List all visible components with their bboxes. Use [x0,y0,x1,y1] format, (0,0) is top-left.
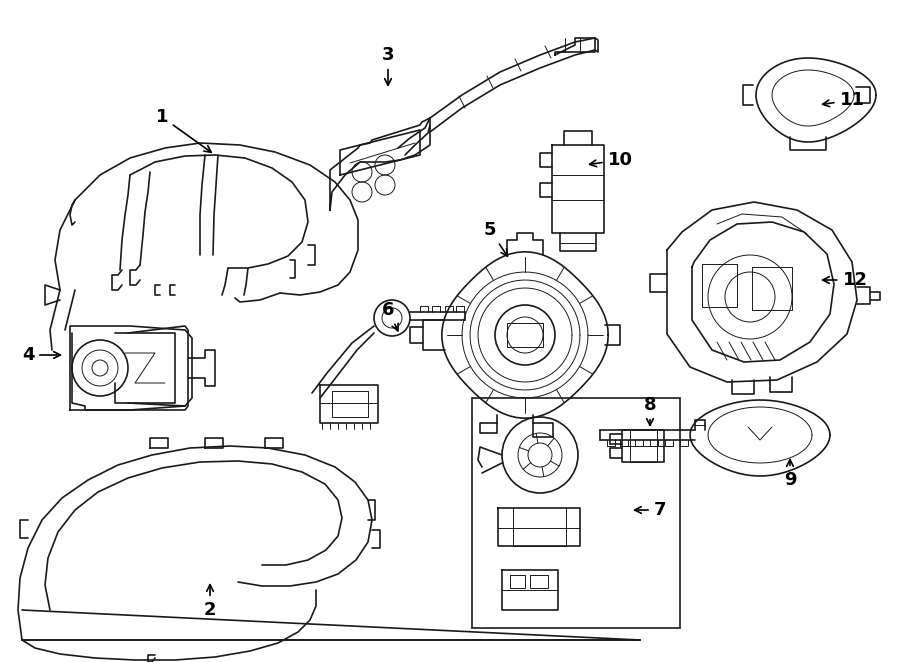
Text: 8: 8 [644,396,656,426]
Text: 11: 11 [823,91,865,109]
Text: 12: 12 [823,271,868,289]
Text: 3: 3 [382,46,394,85]
Bar [472,398,680,628]
Text: 10: 10 [590,151,633,169]
Text: 4: 4 [22,346,60,364]
Text: 7: 7 [634,501,666,519]
Text: 5: 5 [484,221,508,256]
Text: 6: 6 [382,301,398,331]
Text: 9: 9 [784,459,796,489]
Text: 1: 1 [156,108,212,152]
Text: 2: 2 [203,585,216,619]
